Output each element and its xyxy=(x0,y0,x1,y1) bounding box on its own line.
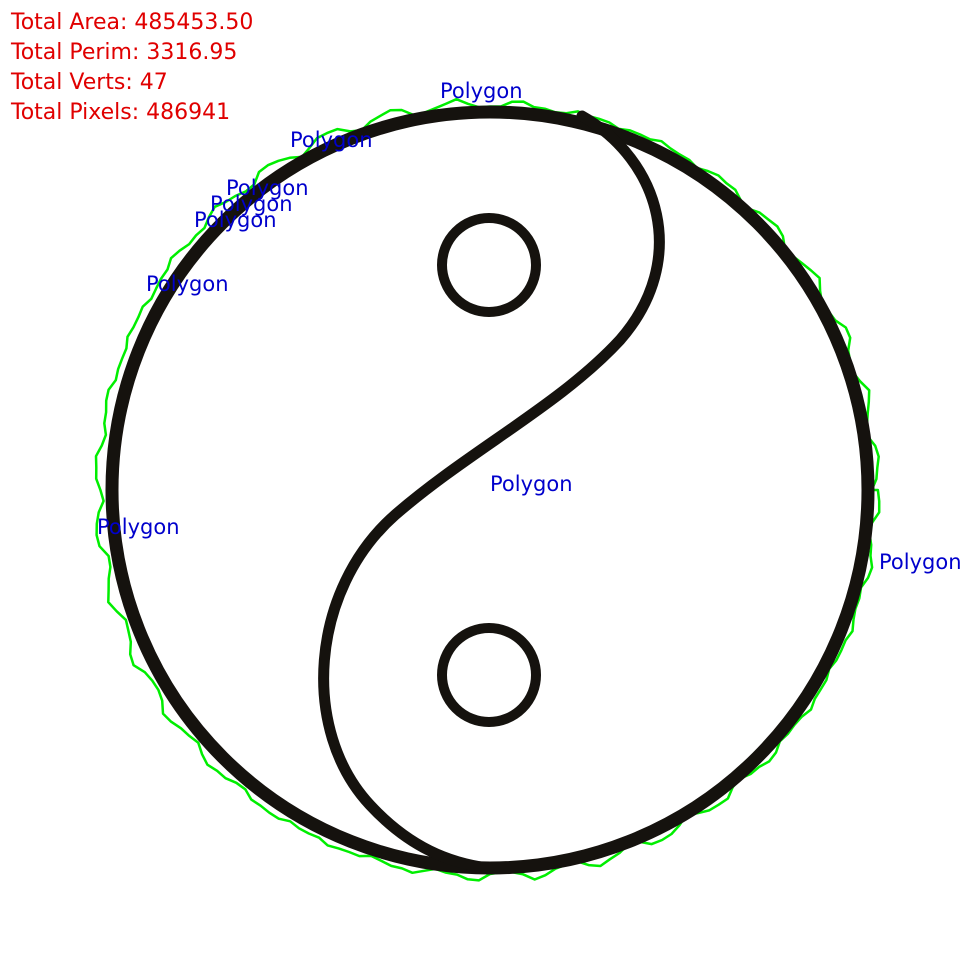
total-vertices-stat: Total Verts: 47 xyxy=(11,70,168,95)
polygon-label: Polygon xyxy=(194,208,277,232)
upper-dot-ring xyxy=(437,213,541,317)
total-area-stat: Total Area: 485453.50 xyxy=(11,10,254,35)
yin-yang-symbol xyxy=(105,105,875,875)
polygon-label: Polygon xyxy=(210,192,293,216)
polygon-label: Polygon xyxy=(97,515,180,539)
polygon-label: Polygon xyxy=(490,472,573,496)
polygon-label: Polygon xyxy=(440,79,523,103)
polygon-label: Polygon xyxy=(226,176,309,200)
total-perimeter-stat: Total Perim: 3316.95 xyxy=(11,40,238,65)
s-curve xyxy=(318,110,665,874)
polygon-label: Polygon xyxy=(146,272,229,296)
polygon-labels: Polygon Polygon Polygon Polygon Polygon … xyxy=(97,79,962,574)
polygon-label: Polygon xyxy=(290,128,373,152)
total-pixels-stat: Total Pixels: 486941 xyxy=(11,100,231,125)
lower-dot-ring xyxy=(437,623,541,727)
polygon-label: Polygon xyxy=(879,550,962,574)
